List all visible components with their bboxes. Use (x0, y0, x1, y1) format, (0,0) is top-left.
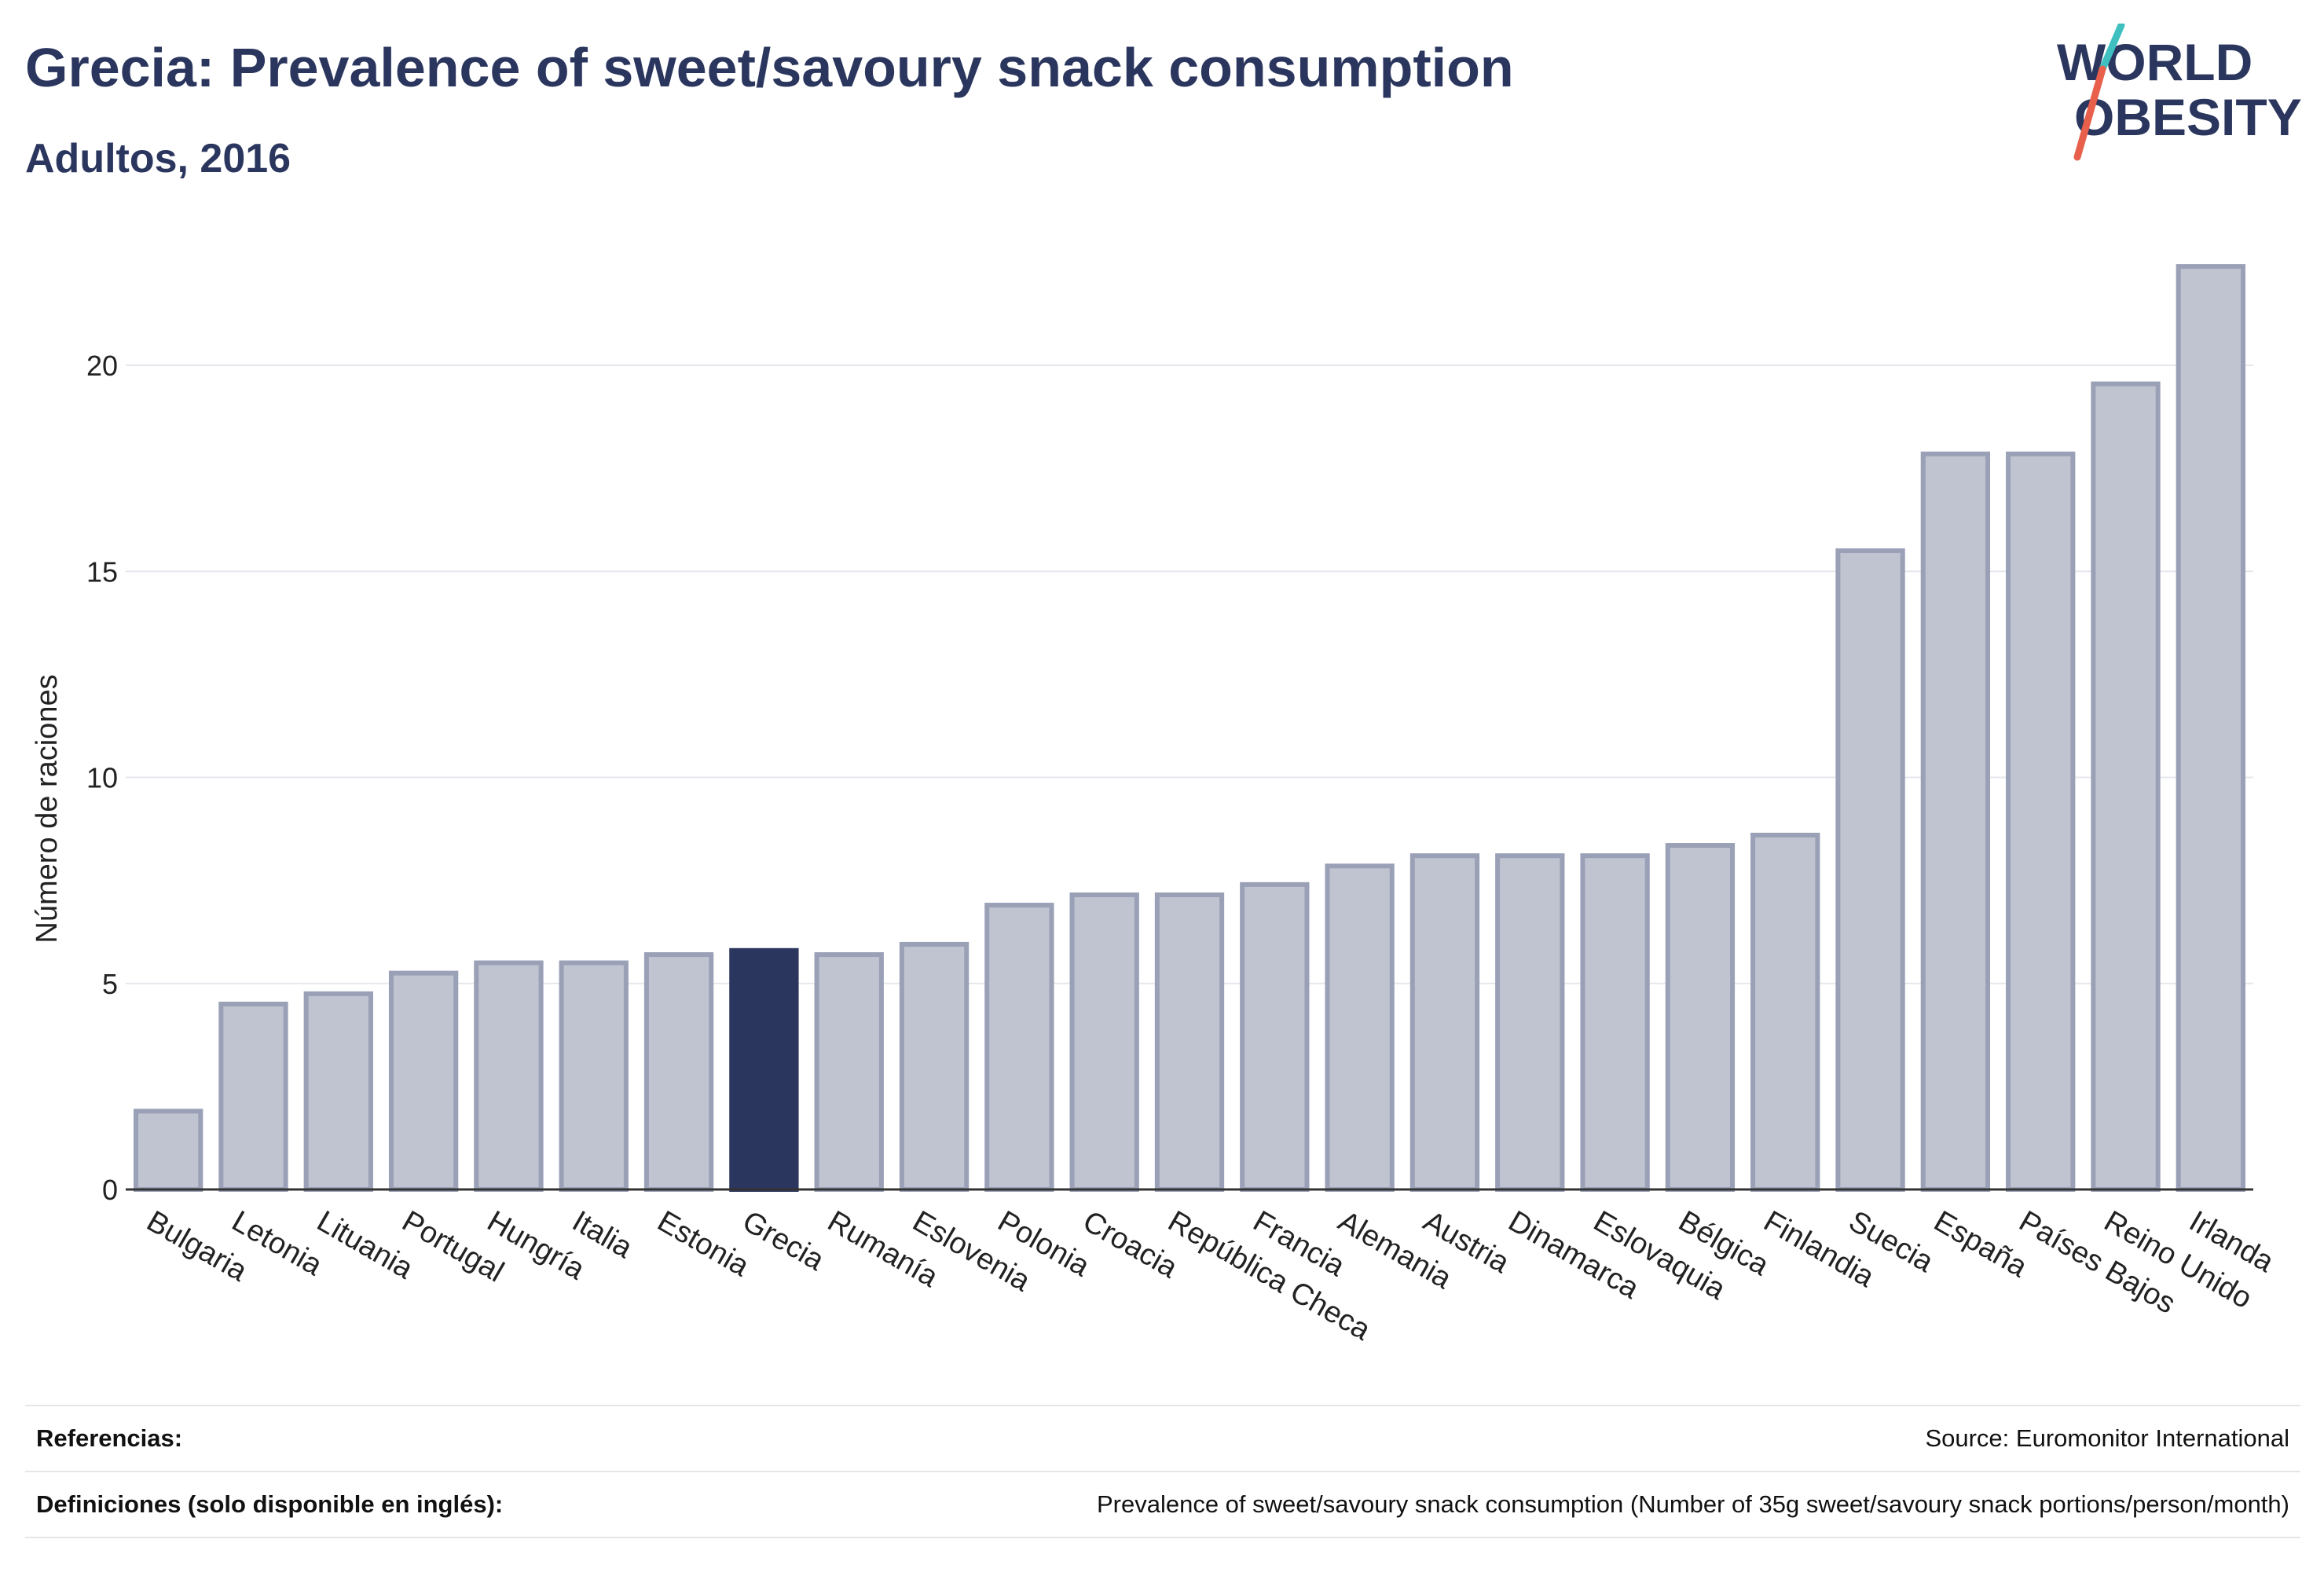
bar (984, 903, 1054, 1192)
y-tick-label: 20 (86, 350, 118, 382)
bar (388, 970, 459, 1192)
bar (1835, 548, 1905, 1192)
bar (133, 1109, 203, 1192)
bar (2176, 264, 2246, 1192)
bar (1069, 892, 1139, 1193)
bar (1665, 843, 1736, 1192)
bar (899, 941, 970, 1192)
bar (1409, 853, 1480, 1193)
references-row: Referencias: Source: Euromonitor Interna… (25, 1405, 2300, 1471)
bar (559, 960, 629, 1193)
y-tick-label: 10 (86, 762, 118, 794)
bar (303, 991, 373, 1193)
bar (218, 1001, 288, 1192)
x-tick-label: España (1928, 1204, 2033, 1284)
bar (2091, 381, 2161, 1192)
bar (1495, 853, 1565, 1193)
references-value: Source: Euromonitor International (1925, 1424, 2289, 1452)
x-tick-label: Grecia (737, 1204, 830, 1277)
bar (1750, 832, 1820, 1193)
y-tick-label: 5 (102, 968, 118, 1000)
bar (1240, 881, 1310, 1192)
bar (1325, 863, 1395, 1192)
x-tick-label: Croacia (1077, 1204, 1183, 1285)
logo-line-1: WORLD (2057, 33, 2253, 91)
chart-title: Grecia: Prevalence of sweet/savoury snac… (25, 37, 1514, 98)
bar (643, 952, 714, 1193)
x-tick-label: Lituania (311, 1204, 419, 1285)
world-obesity-logo: WORLD OBESITY (2057, 24, 2302, 161)
definitions-value: Prevalence of sweet/savoury snack consum… (1096, 1490, 2289, 1518)
footer: Referencias: Source: Euromonitor Interna… (25, 1405, 2300, 1538)
x-tick-label: Estonia (652, 1204, 756, 1283)
definitions-label: Definiciones (solo disponible en inglés)… (36, 1490, 504, 1518)
bar (1920, 451, 1991, 1192)
definitions-row: Definiciones (solo disponible en inglés)… (25, 1471, 2300, 1538)
bar (2006, 451, 2076, 1192)
chart-subtitle: Adultos, 2016 (25, 136, 291, 181)
bar (1580, 853, 1650, 1193)
bar (814, 952, 884, 1193)
y-axis-label: Número de raciones (31, 674, 64, 943)
y-tick-label: 15 (86, 555, 118, 588)
bar (474, 960, 544, 1193)
y-tick-label: 0 (102, 1174, 118, 1206)
bar-highlighted (729, 947, 799, 1193)
references-label: Referencias: (36, 1424, 183, 1452)
logo-line-2: OBESITY (2074, 88, 2302, 146)
bar (1154, 892, 1225, 1193)
